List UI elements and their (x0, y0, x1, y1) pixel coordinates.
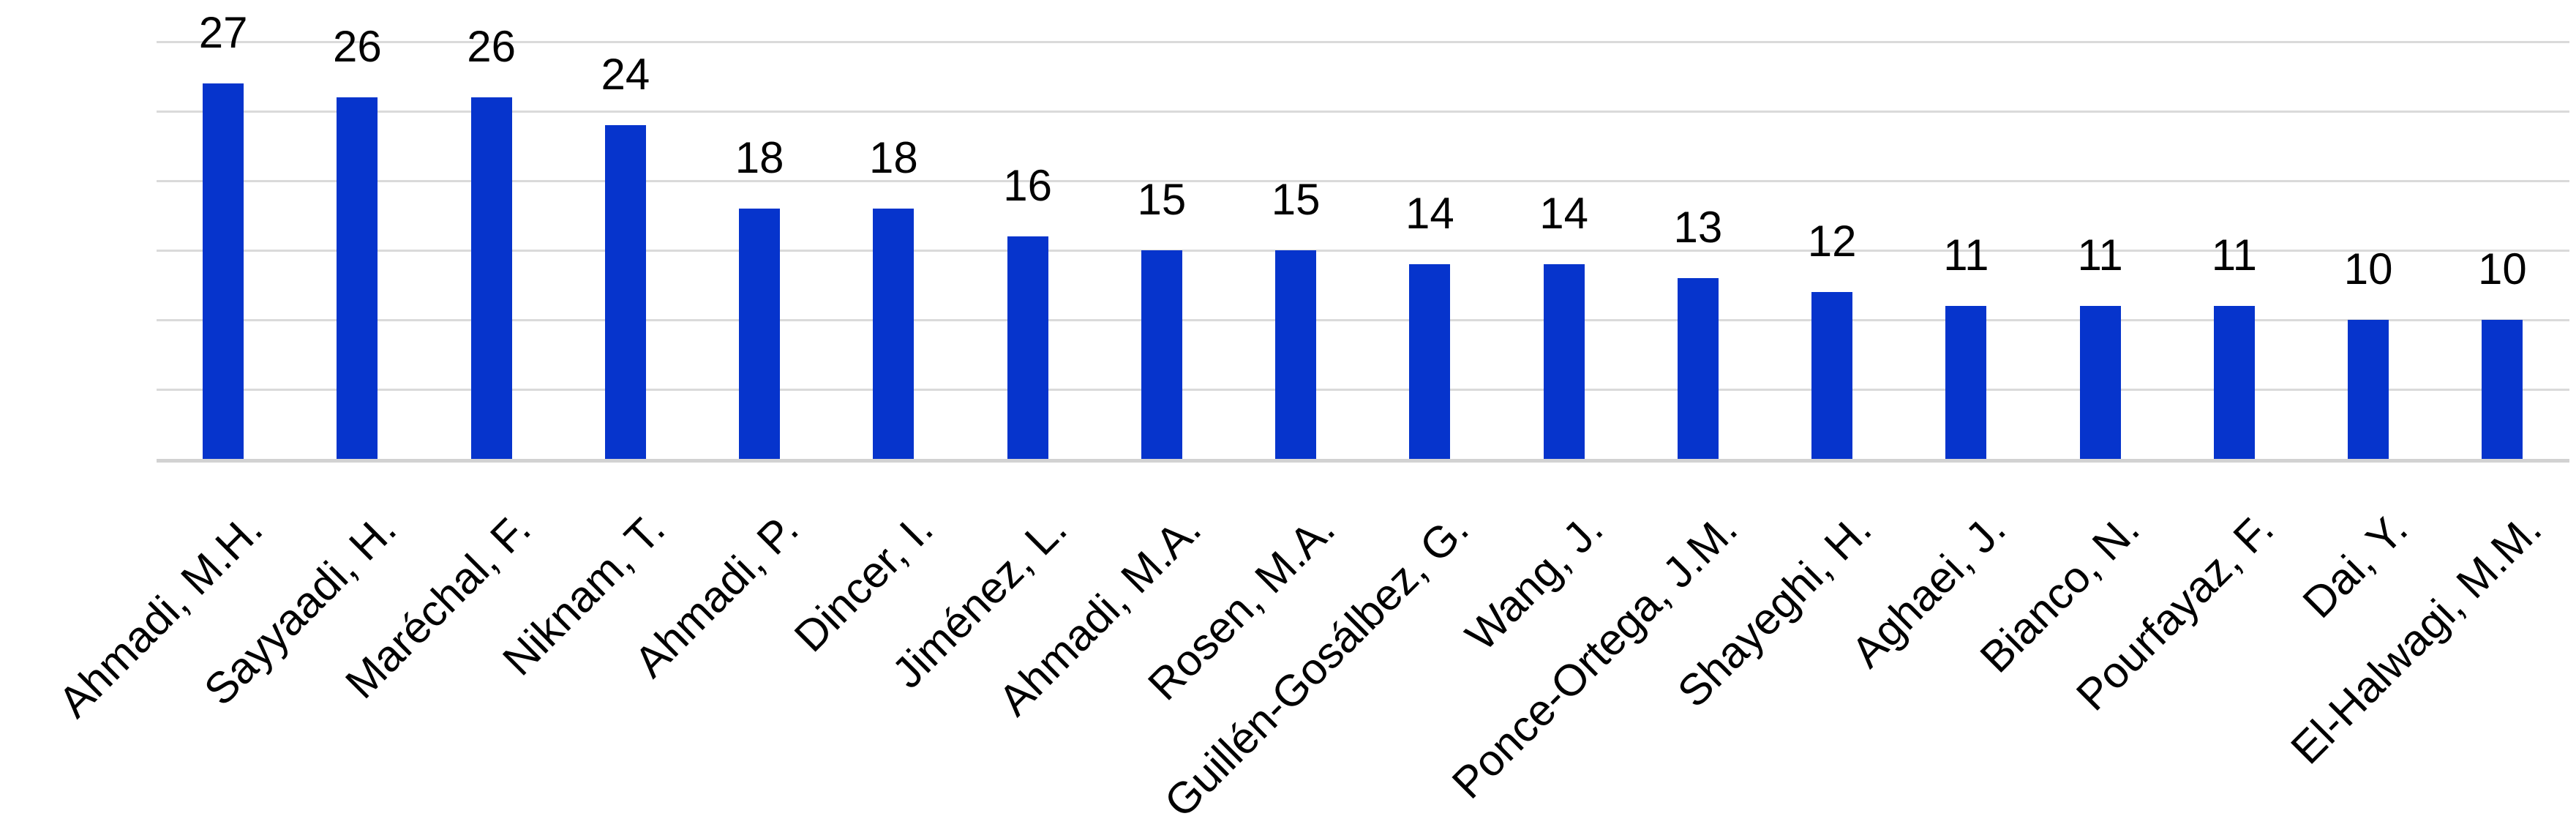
bar-value-label: 10 (2478, 244, 2527, 293)
bar-value-label: 10 (2343, 244, 2393, 293)
bar-value-label: 26 (467, 22, 516, 71)
gridline (156, 388, 2569, 391)
bar (1811, 292, 1853, 459)
bar-value-label: 11 (2077, 231, 2123, 280)
gridline (156, 40, 2569, 43)
bar-value-label: 15 (1137, 175, 1187, 224)
gridline (156, 249, 2569, 252)
bar-value-label: 18 (735, 133, 784, 182)
bar-value-label: 14 (1539, 189, 1588, 238)
gridline (156, 318, 2569, 321)
bar (1141, 250, 1182, 459)
x-axis-line (156, 459, 2569, 463)
bar (873, 209, 915, 459)
bar (1543, 264, 1585, 459)
bar-value-label: 26 (333, 22, 382, 71)
bar (1007, 236, 1048, 459)
bar (1409, 264, 1451, 459)
x-axis-label: Dai, Y. (2293, 504, 2417, 628)
bar-value-label: 24 (601, 50, 650, 99)
bar (604, 125, 646, 459)
bar-value-label: 11 (2211, 231, 2258, 280)
gridline (156, 110, 2569, 113)
bar (739, 209, 781, 459)
bar-value-label: 12 (1807, 217, 1857, 266)
bar-value-label: 11 (1943, 231, 1989, 280)
bar (203, 83, 244, 459)
bar (1945, 306, 1987, 459)
bar-value-label: 16 (1003, 161, 1052, 210)
gridline (156, 179, 2569, 182)
bar (2482, 320, 2523, 459)
bar-value-label: 27 (198, 8, 248, 57)
bar (470, 97, 512, 459)
bar (1677, 278, 1719, 459)
bar (1275, 250, 1317, 459)
bar (2079, 306, 2121, 459)
bar-value-label: 14 (1405, 189, 1454, 238)
bar (2348, 320, 2389, 459)
bar (2213, 306, 2255, 459)
bar-value-label: 15 (1271, 175, 1321, 224)
bar-value-label: 18 (869, 133, 918, 182)
bar (337, 97, 378, 459)
x-axis-label: El-Halwagi, M.M. (2281, 504, 2551, 774)
bar-value-label: 13 (1673, 203, 1723, 252)
